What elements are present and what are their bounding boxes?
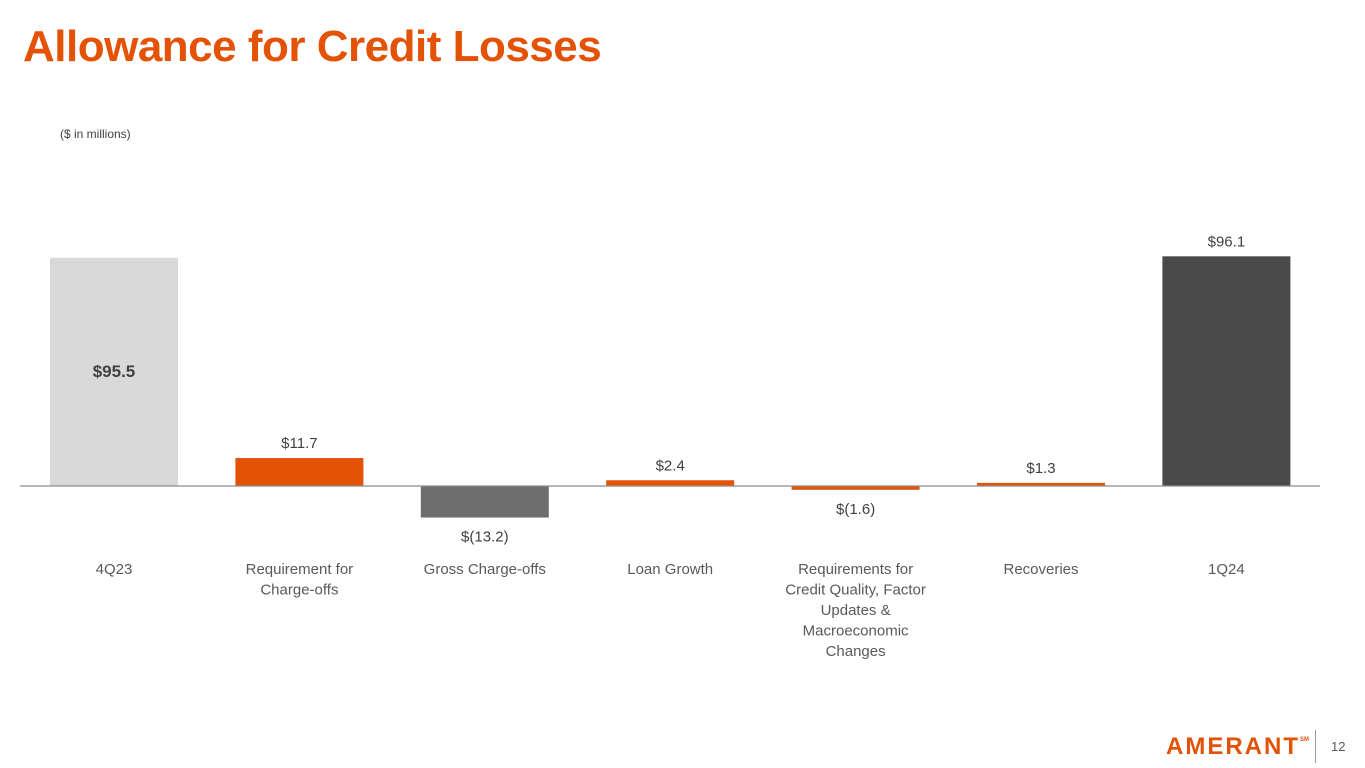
category-label-2: Gross Charge-offs [424,561,546,578]
bar-5 [977,482,1105,486]
category-label-0: 4Q23 [96,561,133,578]
units-note: ($ in millions) [60,127,131,141]
value-label-6: $96.1 [1208,233,1246,250]
value-label-4: $(1.6) [836,501,875,518]
waterfall-chart: $95.5 4Q23 $11.7 Requirement for Charge-offs… [20,233,1320,660]
logo-text: AMERANT [1166,733,1300,760]
bar-1 [235,458,364,486]
page-number: 12 [1331,739,1346,754]
value-label-1: $11.7 [281,435,317,452]
category-label-3: Loan Growth [627,561,713,578]
category-label-5: Recoveries [1003,561,1078,578]
value-label-2: $(13.2) [461,529,509,546]
logo-mark: SM [1300,737,1309,743]
amerant-logo: AMERANTSM [1166,733,1309,761]
page-title: Allowance for Credit Losses [23,22,602,71]
bar-2 [420,486,549,518]
value-label-0: $95.5 [93,362,136,381]
bar-6 [1162,256,1291,486]
footer-divider [1315,730,1316,763]
bar-4 [791,486,920,490]
value-label-3: $2.4 [656,457,685,474]
bar-0 [50,257,178,486]
category-label-4: Requirements for Credit Quality, Factor Up… [785,561,926,660]
category-label-6: 1Q24 [1208,561,1245,578]
value-label-5: $1.3 [1026,460,1055,477]
bar-3 [606,480,735,486]
category-label-1: Requirement for Charge-offs [246,561,354,599]
